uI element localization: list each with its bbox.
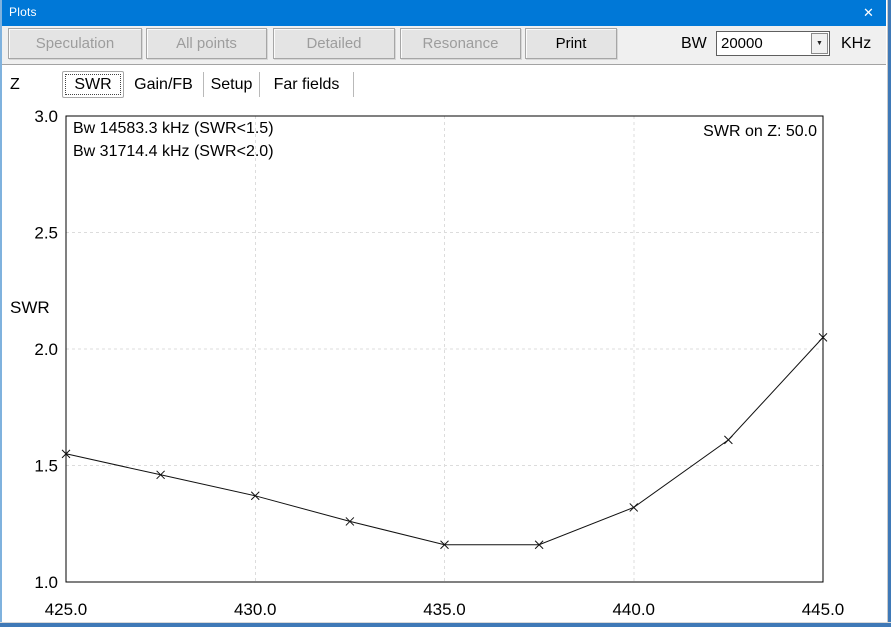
window-border-right xyxy=(886,0,891,627)
detailed-button: Detailed xyxy=(273,28,395,59)
bw-label: BW xyxy=(681,35,707,52)
tab-far-fields[interactable]: Far fields xyxy=(260,72,354,97)
resonance-button: Resonance xyxy=(400,28,521,59)
svg-text:2.0: 2.0 xyxy=(34,340,58,359)
window-border-bottom xyxy=(0,622,891,627)
chevron-down-icon: ▼ xyxy=(816,40,823,47)
bandwidth-annotation: Bw 14583.3 kHz (SWR<1.5) Bw 31714.4 kHz … xyxy=(73,117,274,163)
svg-text:430.0: 430.0 xyxy=(234,600,277,619)
close-button[interactable]: ✕ xyxy=(846,0,891,26)
print-button[interactable]: Print xyxy=(525,28,617,59)
bw-combobox[interactable]: ▼ xyxy=(716,31,830,56)
bandwidth-swr20-text: Bw 31714.4 kHz (SWR<2.0) xyxy=(73,143,274,160)
swr-reference-annotation: SWR on Z: 50.0 xyxy=(703,123,817,140)
all-points-button: All points xyxy=(146,28,267,59)
window-border-left xyxy=(0,0,2,627)
svg-text:2.5: 2.5 xyxy=(34,224,58,243)
svg-text:425.0: 425.0 xyxy=(45,600,88,619)
svg-text:435.0: 435.0 xyxy=(423,600,466,619)
toolbar: Speculation All points Detailed Resonanc… xyxy=(0,26,891,65)
window-title: Plots xyxy=(9,5,37,19)
tab-gain-fb[interactable]: Gain/FB xyxy=(124,72,204,97)
titlebar: Plots ✕ xyxy=(0,0,891,26)
close-icon: ✕ xyxy=(863,5,874,20)
swr-plot-area: 425.0 430.0 435.0 440.0 445.0 3.0 2.5 2.0 1.5 1.0… xyxy=(0,100,891,627)
speculation-button: Speculation xyxy=(8,28,142,59)
svg-text:1.5: 1.5 xyxy=(34,457,58,476)
svg-text:1.0: 1.0 xyxy=(34,573,58,592)
tab-setup[interactable]: Setup xyxy=(204,72,260,97)
bandwidth-swr15-text: Bw 14583.3 kHz (SWR<1.5) xyxy=(73,120,274,137)
svg-text:3.0: 3.0 xyxy=(34,107,58,126)
tab-z[interactable]: Z xyxy=(6,72,54,97)
khz-unit-label: KHz xyxy=(841,35,872,52)
swr-curve-chart: 425.0 430.0 435.0 440.0 445.0 3.0 2.5 2.0 1.5 1.0 xyxy=(34,107,845,619)
svg-text:440.0: 440.0 xyxy=(612,600,655,619)
y-axis-title: SWR xyxy=(10,298,50,317)
tab-swr[interactable]: SWR xyxy=(62,71,124,98)
bw-input[interactable] xyxy=(717,32,810,55)
svg-text:445.0: 445.0 xyxy=(802,600,845,619)
bw-dropdown-button[interactable]: ▼ xyxy=(811,33,828,54)
tab-strip: Z SWR Gain/FB Setup Far fields xyxy=(0,65,891,100)
